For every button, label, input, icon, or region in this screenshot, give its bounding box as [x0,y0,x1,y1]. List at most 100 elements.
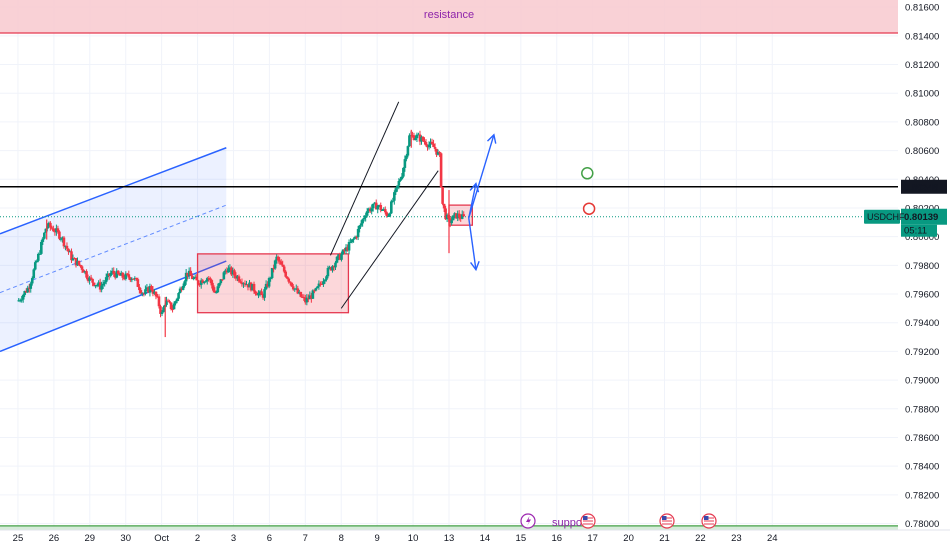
candle-body[interactable] [420,136,423,142]
candle-body[interactable] [103,282,106,284]
candle-body[interactable] [373,202,377,204]
candle-body[interactable] [181,285,185,290]
candle-body[interactable] [101,283,105,286]
candle-body[interactable] [441,186,444,204]
candle-body[interactable] [445,214,449,220]
candle-body[interactable] [285,276,289,279]
candle-body[interactable] [213,290,217,293]
candle-body[interactable] [405,155,408,160]
candle-body[interactable] [426,145,429,148]
candle-body[interactable] [281,264,284,267]
candle-body[interactable] [183,281,186,286]
candle-body[interactable] [313,290,316,292]
candle-body[interactable] [388,213,392,216]
candle-body[interactable] [344,247,348,252]
candle-body[interactable] [385,212,389,217]
candle-body[interactable] [43,232,46,239]
candle-body[interactable] [70,251,73,261]
candle-body[interactable] [454,213,458,219]
candle-body[interactable] [263,289,266,298]
candle-body[interactable] [338,254,342,260]
candle-body[interactable] [308,295,312,300]
candle-body[interactable] [85,271,88,278]
candle-body[interactable] [218,283,221,287]
candle-body[interactable] [340,254,343,260]
candle-body[interactable] [353,236,357,239]
candle-body[interactable] [177,293,180,299]
candle-body[interactable] [457,213,461,218]
candle-body[interactable] [423,140,426,143]
candle-body[interactable] [349,241,352,243]
candle-body[interactable] [429,141,432,145]
candle-body[interactable] [390,201,393,214]
candle-body[interactable] [198,284,202,286]
candle-body[interactable] [456,213,459,219]
candle-body[interactable] [21,294,25,300]
candle-body[interactable] [267,278,271,287]
candle-body[interactable] [47,222,51,227]
signal-circle[interactable] [581,167,594,180]
candle-body[interactable] [266,283,269,287]
candle-body[interactable] [386,215,390,217]
candle-body[interactable] [32,269,36,279]
candle-body[interactable] [166,300,170,302]
candle-body[interactable] [172,303,176,310]
candle-body[interactable] [311,290,315,299]
candle-body[interactable] [414,138,417,140]
candle-body[interactable] [207,278,211,280]
candle-body[interactable] [174,301,177,304]
candle-body[interactable] [112,270,116,274]
candle-body[interactable] [450,220,453,224]
candle-body[interactable] [293,288,297,290]
candle-body[interactable] [97,282,100,286]
candle-body[interactable] [135,278,138,280]
candle-body[interactable] [364,215,367,218]
candle-body[interactable] [317,283,321,287]
candle-body[interactable] [159,306,162,314]
candle-body[interactable] [71,257,75,261]
candle-body[interactable] [396,185,399,189]
candle-body[interactable] [301,296,304,298]
candle-body[interactable] [411,135,414,137]
candle-body[interactable] [272,267,275,269]
candle-body[interactable] [233,270,236,276]
candle-body[interactable] [180,288,183,290]
candle-body[interactable] [432,143,435,148]
candle-body[interactable] [444,208,447,220]
candle-body[interactable] [380,209,384,211]
candle-body[interactable] [186,272,189,276]
candle-body[interactable] [435,148,438,155]
candle-body[interactable] [219,279,223,284]
candle-body[interactable] [371,203,375,209]
candle-body[interactable] [190,275,194,280]
candle-body[interactable] [142,293,146,295]
candle-body[interactable] [156,296,159,298]
candle-body[interactable] [377,205,381,207]
candle-body[interactable] [52,228,55,232]
candle-body[interactable] [133,278,137,280]
candle-body[interactable] [352,238,355,240]
candle-body[interactable] [126,273,129,275]
candle-body[interactable] [153,291,156,294]
candle-body[interactable] [201,280,205,284]
candle-body[interactable] [370,208,374,212]
candle-body[interactable] [147,287,150,293]
candle-body[interactable] [160,312,164,314]
candle-body[interactable] [18,300,22,302]
candle-body[interactable] [379,205,383,211]
candle-body[interactable] [252,283,256,292]
wedge-lower-line[interactable] [340,170,439,309]
candle-body[interactable] [178,288,182,294]
candle-body[interactable] [104,277,108,283]
candle-body[interactable] [193,276,197,278]
candle-body[interactable] [107,273,111,276]
candle-body[interactable] [33,262,37,270]
projection-arrow-line[interactable] [468,134,495,219]
candle-body[interactable] [245,284,248,286]
candle-body[interactable] [132,278,135,280]
candle-body[interactable] [234,275,238,279]
candle-body[interactable] [299,291,303,297]
candle-body[interactable] [113,273,117,278]
candle-body[interactable] [23,290,27,295]
candle-body[interactable] [273,260,277,269]
